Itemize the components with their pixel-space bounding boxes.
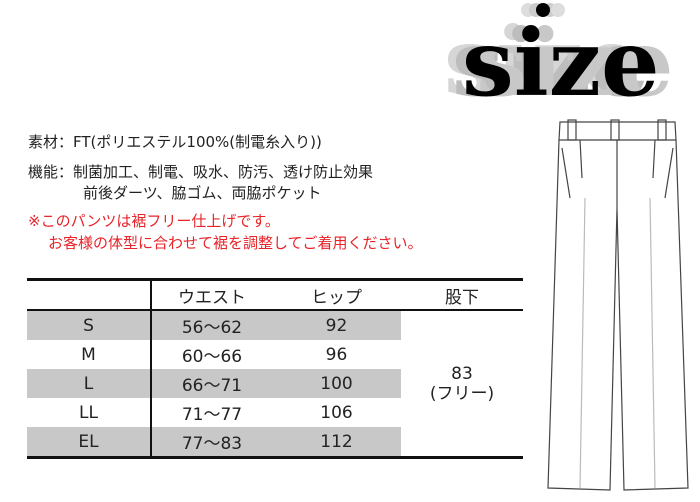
table-row: L 66〜71 100 — [27, 369, 523, 398]
header-hip: ヒップ — [311, 287, 362, 308]
size-cell: M — [27, 340, 152, 369]
table-row: S 56〜62 92 83 (フリー) — [27, 310, 523, 404]
material-value: FT(ポリエステル100%(制電糸入り)) — [73, 133, 322, 151]
hip-cell: 92 — [272, 310, 401, 340]
pants-illustration — [540, 118, 695, 498]
header-waist: ウエスト — [178, 287, 246, 308]
inseam-cell: 83 (フリー) — [401, 310, 523, 458]
inseam-value: 83 — [451, 363, 473, 384]
function-value-1: 制菌加工、制電、吸水、防汚、透け防止効果 — [73, 163, 374, 181]
note-line-1: ※このパンツは裾フリー仕上げです。 — [28, 212, 280, 230]
table-row: M 60〜66 96 — [27, 340, 523, 369]
hip-cell: 100 — [272, 369, 401, 398]
waist-cell: 66〜71 — [151, 369, 272, 398]
inseam-note: (フリー) — [429, 383, 495, 404]
header-inseam: 股下 — [445, 287, 479, 308]
svg-text:size: size — [462, 9, 660, 117]
svg-text:size: size — [476, 9, 674, 117]
function-label: 機能： — [28, 163, 74, 181]
svg-text:size: size — [444, 7, 642, 115]
hip-cell: 96 — [325, 344, 348, 365]
size-cell: L — [27, 369, 152, 398]
table-row: EL 77〜83 112 — [27, 427, 523, 458]
size-cell: EL — [27, 427, 152, 458]
size-table: ウエスト ヒップ 股下 S 56〜62 92 83 (フリー) M 60〜66 … — [27, 278, 523, 459]
size-logo: size size size size — [430, 0, 700, 120]
material-line: 素材：FT(ポリエステル100%(制電糸入り)) — [28, 131, 322, 153]
table-header-row: ウエスト ヒップ 股下 — [27, 279, 523, 310]
hip-cell: 106 — [320, 402, 353, 423]
note-line-2: お客様の体型に合わせて裾を調整してご着用ください。 — [48, 234, 423, 252]
function-value-2: 前後ダーツ、脇ゴム、両脇ポケット — [83, 184, 322, 202]
waist-cell: 56〜62 — [151, 310, 272, 340]
function-line: 機能：制菌加工、制電、吸水、防汚、透け防止効果 — [28, 161, 373, 183]
size-cell: LL — [27, 398, 152, 427]
svg-text:size: size — [452, 9, 650, 117]
header-size — [27, 279, 152, 310]
waist-cell: 60〜66 — [181, 347, 243, 367]
size-cell: S — [27, 310, 152, 340]
material-label: 素材： — [28, 133, 74, 151]
waist-cell: 71〜77 — [181, 405, 243, 425]
table-row: LL 71〜77 106 — [27, 398, 523, 427]
hip-cell: 112 — [272, 427, 401, 458]
waist-cell: 77〜83 — [151, 427, 272, 458]
